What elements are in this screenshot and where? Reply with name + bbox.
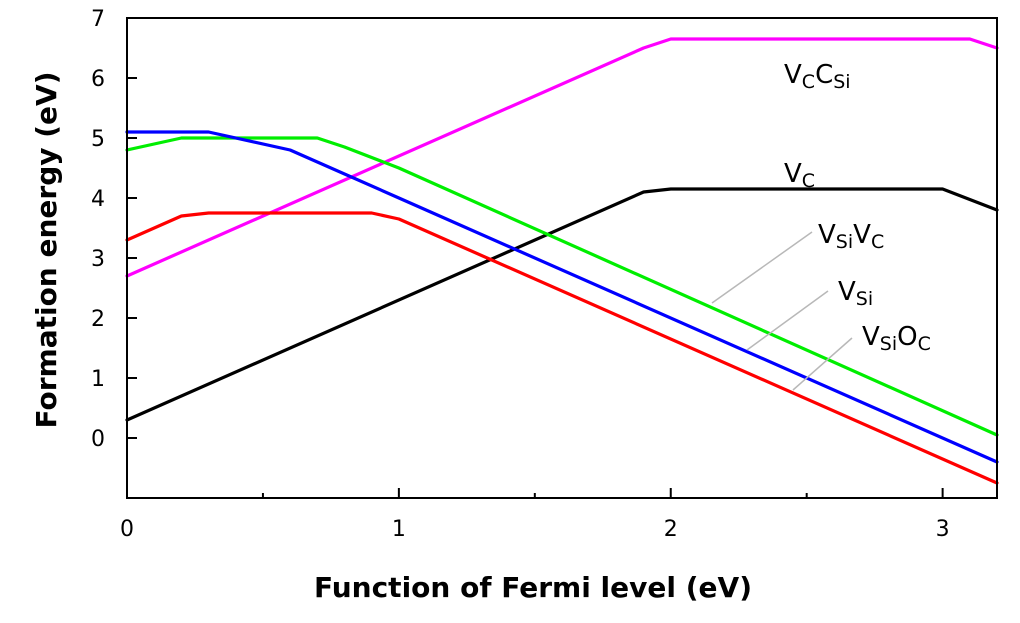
series-label-part: V xyxy=(853,220,871,250)
series-label-part: V xyxy=(784,159,802,189)
y-tick-label: 2 xyxy=(91,307,105,332)
series-label-part: Si xyxy=(833,71,850,93)
x-tick-label: 0 xyxy=(120,517,134,542)
y-axis-title: Formation energy (eV) xyxy=(30,71,63,428)
series-label-part: Si xyxy=(880,333,897,355)
series-label-part: Si xyxy=(856,288,873,310)
series-line-vc xyxy=(125,187,999,422)
series-label-part: C xyxy=(802,170,815,192)
series-label-vsi: VSi xyxy=(838,277,873,310)
series-label-part: C xyxy=(871,231,884,253)
y-tick-label: 7 xyxy=(91,7,105,32)
series-label-part: V xyxy=(818,220,836,250)
y-tick-label: 5 xyxy=(91,127,105,152)
series-label-vc: VC xyxy=(784,159,815,192)
series-label-vsioc: VSiOC xyxy=(862,322,931,355)
y-tick-label: 1 xyxy=(91,367,105,392)
series-label-part: O xyxy=(897,322,917,352)
series-label-part: C xyxy=(815,60,833,90)
leader-line-vsioc xyxy=(792,337,853,391)
axis-ticks: 0 1 2 3 0 1 2 3 4 5 6 7 xyxy=(91,7,950,542)
series-line-vsivc xyxy=(125,136,999,437)
series-label-part: C xyxy=(918,333,931,355)
series-label-part: Si xyxy=(836,231,853,253)
y-tick-label: 6 xyxy=(91,67,105,92)
series-label-part: V xyxy=(784,60,802,90)
series-lines xyxy=(125,37,999,485)
y-tick-label: 3 xyxy=(91,247,105,272)
series-line-vsi xyxy=(125,130,999,464)
label-leader-lines xyxy=(711,231,853,391)
series-line-vsioc xyxy=(125,211,999,485)
y-tick-label: 0 xyxy=(91,427,105,452)
series-label-part: C xyxy=(802,71,815,93)
series-line-vccsi xyxy=(125,37,999,278)
series-label-vccsi: VCCSi xyxy=(784,60,851,93)
y-tick-label: 4 xyxy=(91,187,105,212)
leader-line-vsi xyxy=(746,290,829,351)
series-label-vsivc: VSiVC xyxy=(818,220,884,253)
series-label-part: V xyxy=(838,277,856,307)
series-label-part: V xyxy=(862,322,880,352)
x-tick-label: 3 xyxy=(936,517,950,542)
leader-line-vsivc xyxy=(711,231,813,304)
x-tick-label: 2 xyxy=(664,517,678,542)
x-axis-title: Function of Fermi level (eV) xyxy=(314,571,752,604)
x-tick-label: 1 xyxy=(392,517,406,542)
